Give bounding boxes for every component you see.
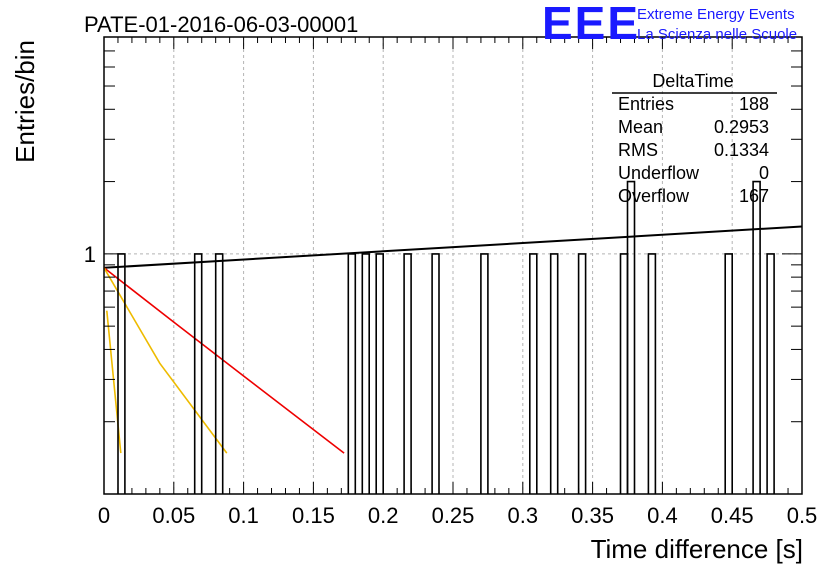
logo-line-2: La Scienza nelle Scuole	[637, 26, 797, 43]
histogram-bin	[752, 180, 761, 494]
histogram-bin	[577, 253, 587, 494]
histogram-bin	[529, 253, 538, 494]
x-tick-label: 0.2	[368, 503, 399, 528]
histogram-bin	[480, 253, 489, 494]
y-axis-title: Entries/bin	[10, 40, 40, 163]
histogram-bins	[117, 180, 775, 494]
fit-curve	[103, 267, 228, 454]
y-tick-label: 1	[84, 242, 96, 267]
eee-logo: EEE Extreme Energy Events La Scienza nel…	[542, 0, 797, 49]
stats-row-label: Overflow	[618, 186, 690, 206]
x-tick-label: 0.35	[571, 503, 614, 528]
histogram-bin	[193, 253, 203, 494]
stats-row-label: Underflow	[618, 163, 700, 183]
stats-row-value: 0.2953	[714, 117, 769, 137]
chart-title: PATE-01-2016-06-03-00001	[84, 12, 358, 37]
stats-row-label: RMS	[618, 140, 658, 160]
histogram-bin	[724, 253, 733, 494]
stats-row-value: 167	[739, 186, 769, 206]
x-tick-label: 0.25	[432, 503, 475, 528]
logo-acronym: EEE	[542, 0, 640, 49]
x-tick-label: 0.3	[508, 503, 539, 528]
y-tick-labels: 1	[84, 242, 96, 267]
x-tick-label: 0.45	[711, 503, 754, 528]
axis-ticks	[103, 36, 803, 494]
stats-row-value: 188	[739, 94, 769, 114]
histogram-bin	[361, 253, 370, 494]
histogram-bin	[766, 253, 775, 494]
stats-row-value: 0.1334	[714, 140, 769, 160]
histogram-bin	[549, 253, 559, 494]
stats-title: DeltaTime	[652, 71, 733, 91]
histogram-bin	[431, 253, 440, 494]
x-tick-label: 0.5	[787, 503, 818, 528]
x-tick-label: 0.4	[647, 503, 678, 528]
histogram-bin	[214, 253, 224, 494]
histogram-bin	[403, 253, 412, 494]
stats-row-value: 0	[759, 163, 769, 183]
histogram-bin	[347, 253, 357, 494]
stats-box: DeltaTime Entries 188 Mean 0.2953 RMS 0.1334 U…	[612, 71, 777, 206]
x-tick-label: 0.05	[152, 503, 195, 528]
x-tick-labels: 0 0.05 0.1 0.15 0.2 0.25 0.3 0.35 0.4 0.45 0.5	[98, 503, 817, 528]
fit-curves	[103, 225, 803, 454]
stats-row-label: Mean	[618, 117, 663, 137]
x-axis-title: Time difference [s]	[591, 534, 803, 564]
stats-row-label: Entries	[618, 94, 674, 114]
x-tick-label: 0.15	[292, 503, 335, 528]
fit-curve	[103, 267, 345, 454]
x-tick-label: 0.1	[228, 503, 259, 528]
histogram-bin	[375, 253, 384, 494]
x-tick-label: 0	[98, 503, 110, 528]
stats-rows: Entries 188 Mean 0.2953 RMS 0.1334 Underflow 0 O…	[618, 94, 769, 206]
grid-layer	[104, 37, 802, 494]
logo-line-1: Extreme Energy Events	[637, 6, 795, 23]
histogram-bin	[619, 253, 629, 494]
histogram-bin	[647, 253, 657, 494]
histogram-bin	[626, 180, 636, 494]
fit-curve	[103, 225, 803, 269]
histogram-bin	[117, 253, 126, 494]
